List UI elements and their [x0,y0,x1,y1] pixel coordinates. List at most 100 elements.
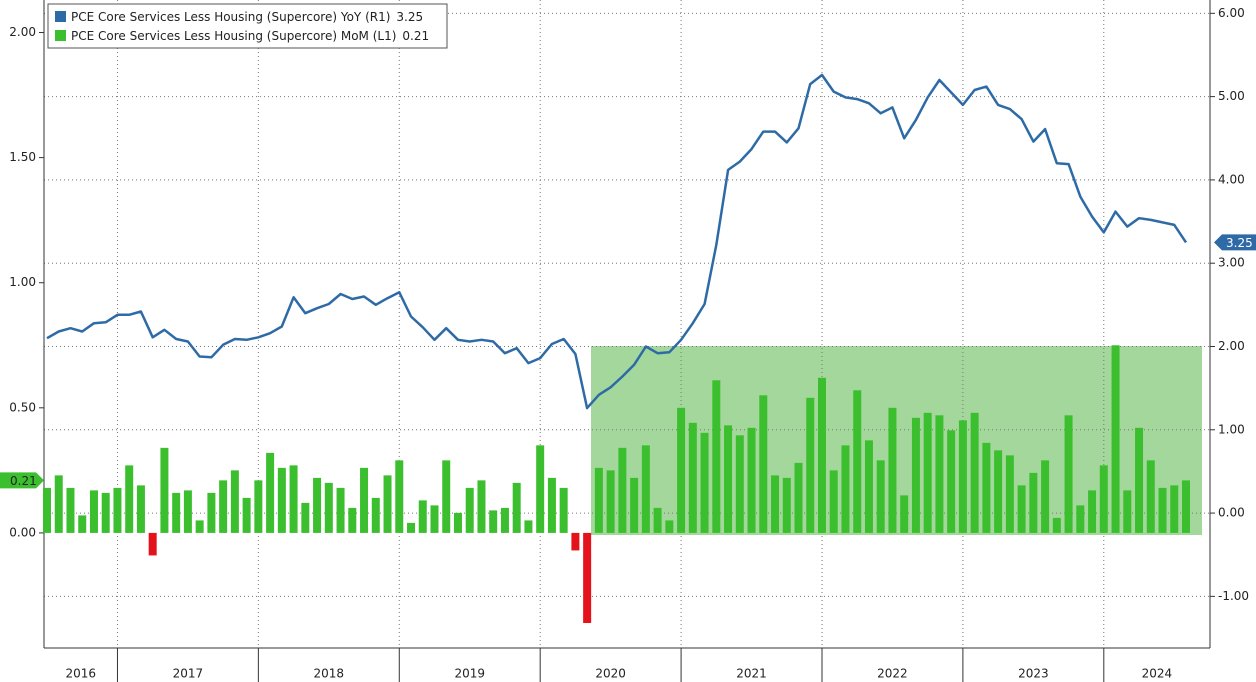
bar [1111,345,1120,533]
bar [500,507,509,533]
bar [747,427,756,533]
x-tick-label: 2023 [1018,667,1049,681]
legend-value: 3.25 [396,10,423,24]
y2-tick-label: 6.00 [1218,6,1245,20]
bar [1017,485,1026,533]
y-tick-label: 0.00 [9,525,36,539]
bar [958,420,967,533]
bar [547,477,556,533]
bar [313,477,322,533]
y2-tick-label: 2.00 [1218,339,1245,353]
bar [536,445,545,533]
y-tick-label: 2.00 [9,25,36,39]
y2-tick-label: 4.00 [1218,172,1245,186]
x-tick-label: 2017 [173,667,204,681]
bar [148,532,157,556]
y-tick-label: 1.00 [9,275,36,289]
bar [43,487,51,533]
bar [665,520,674,533]
bar [1029,472,1038,533]
last-value-label: 0.21 [10,474,37,488]
bar [524,520,533,533]
x-tick-label: 2020 [595,667,626,681]
bar [641,445,650,533]
bar [1123,490,1132,533]
bar [89,490,98,533]
bar [970,412,979,533]
y-tick-label: 0.50 [9,400,36,414]
bar [782,477,791,533]
x-tick-label: 2018 [314,667,345,681]
bar [606,470,615,533]
last-value-tag [1214,234,1256,251]
last-value-label: 3.25 [1226,236,1253,250]
bar [418,500,427,533]
bar [853,390,862,533]
bar [477,480,486,533]
bar [219,480,228,533]
x-tick-label: 2016 [65,667,96,681]
legend-box [47,3,448,49]
bar [489,510,498,533]
bar [1064,415,1073,533]
bar [829,470,838,533]
bar [512,482,521,533]
bar [289,465,298,533]
bar [571,532,580,551]
bar [712,380,721,533]
bar [207,492,216,533]
bar [876,460,885,533]
bar [160,447,169,533]
bar [113,487,122,533]
bar [1158,487,1167,533]
bar [1052,517,1061,533]
x-tick-label: 2024 [1142,667,1173,681]
bar [230,470,239,533]
bar [923,412,932,533]
legend-label: PCE Core Services Less Housing (Supercor… [71,29,429,43]
bar [136,485,145,533]
bar [583,532,592,623]
bar [618,447,627,533]
bar [266,452,275,533]
bar [794,462,803,533]
bar [759,395,768,533]
x-tick-label: 2019 [454,667,485,681]
bar [911,417,920,533]
bar [817,377,826,533]
bar [1170,485,1179,533]
bar [395,460,404,533]
bar [277,467,286,533]
bar [430,505,439,533]
bar [360,467,369,533]
bar [994,450,1003,533]
y2-tick-label: 3.00 [1218,256,1245,270]
bar [301,502,310,533]
bar [465,487,474,533]
bar [242,497,251,533]
legend-swatch [55,30,66,41]
bar [1146,460,1155,533]
bar [1099,465,1108,533]
bar [66,487,75,533]
line [46,73,1188,410]
bar [54,475,63,533]
bar [1005,455,1014,533]
bar [254,480,263,533]
bar [888,407,897,533]
bar [442,460,451,533]
bar [594,467,603,533]
y2-tick-label: 5.00 [1218,89,1245,103]
bar [806,397,815,533]
bar [688,422,697,533]
bar [371,497,380,533]
x-axis-band [44,648,1210,682]
bar [1076,505,1085,533]
bar [1135,427,1144,533]
bar [700,432,709,533]
bar [947,430,956,533]
bar [653,507,662,533]
bar [841,445,850,533]
bar [630,477,639,533]
bar [324,482,333,533]
